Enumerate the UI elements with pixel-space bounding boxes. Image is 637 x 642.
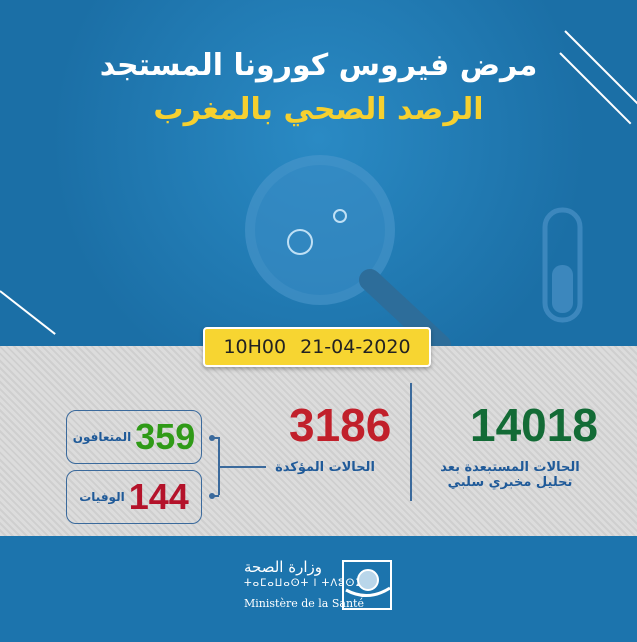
recovered-count: 359 bbox=[135, 416, 196, 457]
deaths-box: 144 الوفيات bbox=[66, 470, 202, 524]
connector bbox=[218, 466, 266, 468]
connector bbox=[218, 437, 220, 495]
connector bbox=[212, 495, 219, 497]
excluded-label-line1: الحالات المستبعدة بعد bbox=[440, 460, 580, 475]
page-title: مرض فيروس كورونا المستجد bbox=[99, 48, 538, 83]
confirmed-label: الحالات المؤكدة bbox=[275, 460, 375, 475]
test-tube-icon bbox=[542, 207, 583, 323]
excluded-label: الحالات المستبعدة بعد تحليل مخبري سلبي bbox=[440, 460, 580, 490]
deaths-count: 144 bbox=[128, 476, 189, 517]
stats-band bbox=[0, 346, 637, 536]
page-subtitle: الرصد الصحي بالمغرب bbox=[153, 92, 484, 127]
confirmed-count: 3186 bbox=[289, 399, 392, 451]
report-time: 10H00 bbox=[223, 336, 287, 358]
footer bbox=[0, 536, 637, 642]
header-background bbox=[0, 0, 637, 350]
connector-dot bbox=[209, 493, 215, 499]
recovered-label: المتعافون bbox=[72, 430, 132, 444]
ministry-name-french: Ministère de la Santé bbox=[244, 597, 364, 610]
ministry-name-tifinagh: ⵜⴰⵎⴰⵡⴰⵙⵜ ⵏ ⵜⴷⵓⵙⵉ bbox=[244, 578, 363, 589]
excluded-count: 14018 bbox=[470, 399, 598, 451]
deaths-label: الوفيات bbox=[79, 490, 125, 504]
report-date: 21-04-2020 bbox=[300, 336, 411, 358]
connector-dot bbox=[209, 435, 215, 441]
divider bbox=[410, 383, 412, 501]
decor-line bbox=[0, 290, 56, 335]
magnifier-virus-icon bbox=[245, 155, 451, 350]
recovered-box: 359 المتعافون bbox=[66, 410, 202, 464]
date-badge: 10H00 21-04-2020 bbox=[203, 327, 431, 367]
ministry-logo-icon bbox=[342, 560, 392, 610]
ministry-name-arabic: وزارة الصحة bbox=[244, 558, 322, 576]
excluded-label-line2: تحليل مخبري سلبي bbox=[447, 475, 573, 490]
connector bbox=[212, 437, 219, 439]
